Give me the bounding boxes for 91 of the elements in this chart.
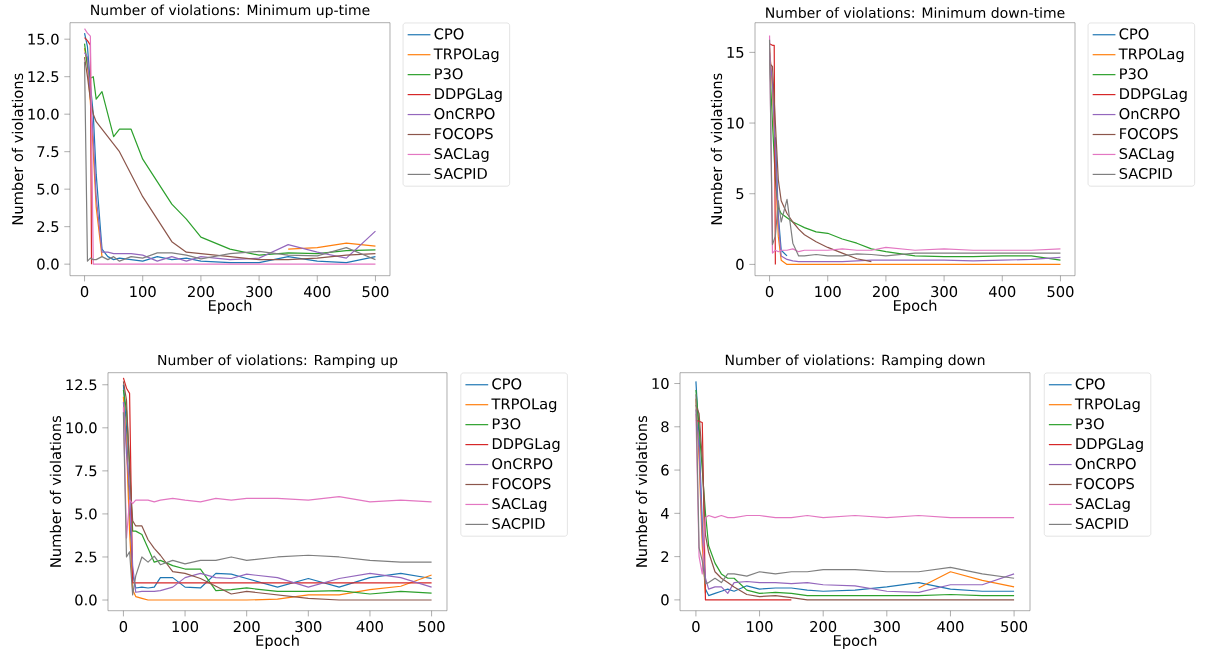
y-tick-label: 2.5 [75, 551, 97, 563]
y-tick-label: 0 [661, 594, 669, 606]
legend-label: P3O [492, 418, 521, 430]
legend-label: TRPOLag [491, 398, 557, 413]
legend-label: OnCRPO [434, 108, 495, 120]
y-tick-label: 10.0 [66, 422, 97, 434]
y-tick-label: 6 [661, 464, 669, 476]
legend-label: DDPGLag [435, 88, 502, 103]
x-tick-label: 300 [931, 286, 958, 298]
legend-label: SACLag [492, 498, 547, 513]
y-axis-title: Number of violations [710, 73, 723, 225]
x-axis-title: Epoch [833, 634, 877, 650]
x-tick-label: 0 [692, 621, 700, 633]
legend-label: OnCRPO [1119, 108, 1180, 120]
legend-label: FOCOPS [1120, 128, 1178, 140]
y-tick-label: 15 [727, 47, 744, 58]
x-tick-label: 300 [295, 621, 322, 633]
legend-label: FOCOPS [1076, 478, 1134, 490]
chart-title: Number of violations: Ramping up [158, 354, 398, 369]
legend-label: SACLag [1119, 148, 1174, 163]
y-tick-label: 10 [727, 117, 744, 129]
legend-label: SACLag [434, 148, 489, 163]
x-tick-label: 300 [873, 621, 900, 633]
y-axis-title: Number of violations [635, 416, 648, 567]
legend-label: P3O [1120, 68, 1148, 80]
x-tick-label: 200 [810, 621, 837, 633]
legend-label: P3O [435, 68, 463, 80]
legend-label: FOCOPS [492, 478, 551, 490]
legend-label: P3O [1076, 418, 1104, 430]
x-axis-title: Epoch [893, 299, 937, 315]
x-tick-label: 400 [988, 286, 1016, 298]
x-tick-label: 100 [815, 286, 841, 298]
x-axis-title: Epoch [208, 299, 252, 315]
y-tick-label: 5.0 [75, 508, 97, 520]
y-tick-label: 0 [736, 259, 744, 271]
legend-label: DDPGLag [1120, 88, 1187, 103]
legend-label: TRPOLag [1118, 48, 1184, 63]
legend-label: SACPID [1075, 518, 1129, 530]
y-tick-label: 0.0 [75, 594, 97, 606]
x-tick-label: 200 [187, 286, 214, 298]
legend-label: CPO [492, 378, 522, 390]
legend-label: TRPOLag [1074, 398, 1140, 413]
legend-label: SACPID [1119, 168, 1172, 180]
x-tick-label: 0 [765, 286, 774, 298]
x-tick-label: 400 [303, 286, 331, 298]
chart-title: Number of violations: Minimum down-time [766, 7, 1065, 19]
legend-label: SACPID [434, 168, 487, 180]
x-axis-title: Epoch [256, 634, 299, 650]
y-axis-title: Number of violations [11, 73, 24, 225]
legend-label: DDPGLag [1076, 438, 1143, 453]
legend-label: CPO [434, 28, 464, 40]
x-tick-label: 200 [872, 286, 899, 298]
y-tick-label: 8 [661, 421, 669, 433]
x-tick-label: 500 [362, 286, 389, 298]
legend-label: CPO [1119, 28, 1149, 40]
legend-label: FOCOPS [435, 128, 493, 140]
x-tick-label: 400 [937, 621, 964, 633]
y-tick-label: 15.0 [28, 33, 59, 45]
x-tick-label: 100 [130, 286, 156, 298]
line-series [768, 63, 872, 263]
legend-label: TRPOLag [433, 48, 499, 63]
y-tick-label: 2.5 [37, 221, 59, 233]
legend-label: SACPID [492, 518, 545, 530]
y-tick-label: 7.5 [37, 146, 59, 158]
y-axis-title: Number of violations [49, 416, 62, 567]
y-tick-label: 2 [661, 551, 669, 563]
x-tick-label: 300 [246, 286, 273, 298]
y-tick-label: 4 [660, 508, 669, 519]
chart-title: Number of violations: Minimum up-time [91, 4, 370, 19]
x-tick-label: 400 [356, 621, 383, 633]
x-tick-label: 0 [119, 621, 128, 633]
y-tick-label: 10 [652, 378, 669, 390]
y-tick-label: 7.5 [75, 465, 97, 477]
x-tick-label: 100 [747, 621, 773, 633]
x-tick-label: 500 [1001, 621, 1028, 633]
y-tick-label: 5 [736, 188, 744, 200]
chart-title: Number of violations: Ramping down [725, 354, 985, 369]
x-tick-label: 500 [1047, 286, 1074, 298]
legend-label: DDPGLag [492, 438, 560, 453]
legend-label: OnCRPO [1075, 458, 1136, 470]
y-tick-label: 10.0 [28, 108, 59, 120]
legend-label: OnCRPO [492, 458, 553, 470]
x-tick-label: 500 [418, 621, 445, 633]
y-tick-label: 5.0 [37, 183, 59, 195]
legend-label: CPO [1075, 378, 1105, 390]
y-tick-label: 12.5 [66, 379, 97, 391]
x-tick-label: 200 [233, 621, 260, 633]
y-tick-label: 12.5 [28, 71, 59, 83]
y-tick-label: 0.0 [37, 258, 59, 270]
legend-label: SACLag [1075, 498, 1130, 513]
x-tick-label: 100 [172, 621, 199, 633]
